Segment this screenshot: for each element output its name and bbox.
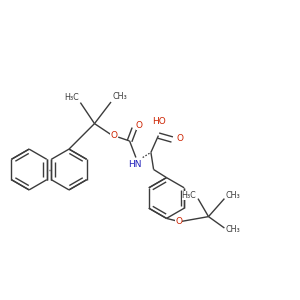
Text: H₃C: H₃C	[64, 93, 79, 102]
Text: HN: HN	[129, 160, 142, 169]
Text: CH₃: CH₃	[113, 92, 128, 101]
Text: O: O	[175, 217, 182, 226]
Text: CH₃: CH₃	[226, 190, 241, 200]
Text: CH₃: CH₃	[226, 225, 241, 234]
Text: HO: HO	[152, 117, 166, 126]
Text: O: O	[110, 131, 117, 140]
Text: H₃C: H₃C	[182, 190, 196, 200]
Text: O: O	[136, 121, 142, 130]
Text: O: O	[176, 134, 183, 143]
